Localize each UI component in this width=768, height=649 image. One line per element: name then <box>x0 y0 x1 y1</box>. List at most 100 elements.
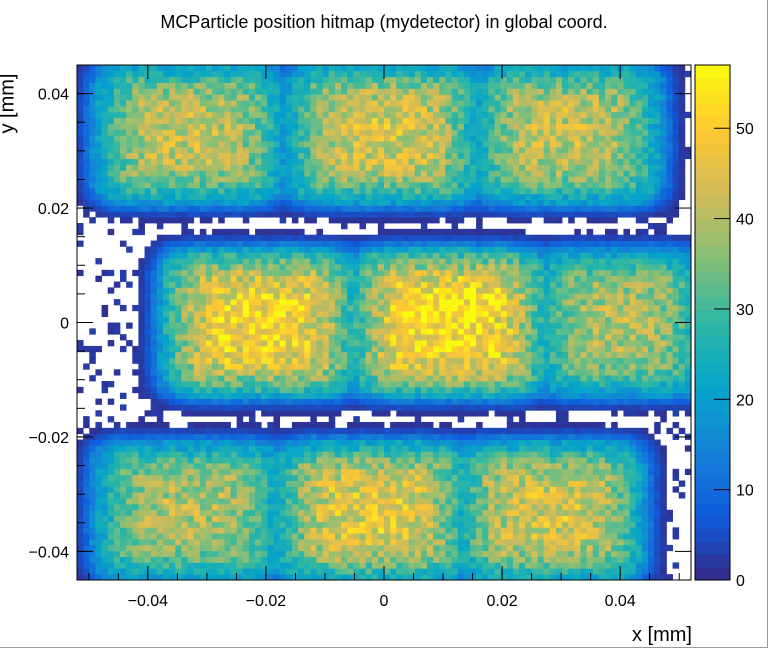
heatmap-cell <box>506 281 514 288</box>
heatmap-cell <box>408 269 416 277</box>
heatmap-cell <box>420 316 428 323</box>
heatmap-cell <box>445 269 452 277</box>
heatmap-cell <box>605 527 612 534</box>
heatmap-cell <box>549 503 557 511</box>
heatmap-cell <box>562 539 569 546</box>
heatmap-cell <box>439 293 446 300</box>
heatmap-cell <box>119 568 127 575</box>
heatmap-cell <box>439 363 446 370</box>
heatmap-cell <box>273 310 281 318</box>
heatmap-cell <box>255 386 262 394</box>
heatmap-cell <box>666 275 673 282</box>
heatmap-cell <box>371 527 379 534</box>
heatmap-cell <box>138 322 145 329</box>
heatmap-cell <box>150 287 158 294</box>
heatmap-cell <box>396 410 403 417</box>
heatmap-cell <box>500 316 508 323</box>
heatmap-cell <box>347 574 354 581</box>
heatmap-cell <box>519 275 526 282</box>
heatmap-cell <box>488 544 495 552</box>
heatmap-cell <box>469 451 477 458</box>
heatmap-cell <box>469 562 477 569</box>
heatmap-cell <box>648 345 655 353</box>
heatmap-cell <box>242 474 250 481</box>
heatmap-cell <box>426 340 434 347</box>
heatmap-cell <box>488 498 495 505</box>
heatmap-cell <box>341 474 348 481</box>
heatmap-cell <box>267 410 274 417</box>
heatmap-cell <box>598 263 606 271</box>
heatmap-cell <box>273 316 281 323</box>
heatmap-cell <box>138 421 145 429</box>
heatmap-cell <box>291 521 299 528</box>
heatmap-cell <box>605 515 612 522</box>
heatmap-cell <box>592 439 600 446</box>
heatmap-cell <box>328 568 336 575</box>
heatmap-cell <box>396 568 403 575</box>
heatmap-cell <box>181 386 188 394</box>
heatmap-cell <box>101 503 109 511</box>
heatmap-cell <box>377 304 385 312</box>
heatmap-cell <box>267 287 274 294</box>
heatmap-cell <box>169 357 176 364</box>
heatmap-cell <box>175 562 182 569</box>
heatmap-cell <box>310 322 317 329</box>
heatmap-cell <box>684 445 692 452</box>
heatmap-cell <box>506 404 514 411</box>
heatmap-cell <box>377 363 385 370</box>
heatmap-cell <box>224 275 231 282</box>
heatmap-cell <box>580 480 588 487</box>
heatmap-cell <box>543 521 551 528</box>
heatmap-cell <box>641 299 649 306</box>
heatmap-cell <box>562 462 569 470</box>
heatmap-cell <box>439 369 446 376</box>
heatmap-cell <box>611 474 618 481</box>
heatmap-cell <box>261 381 268 388</box>
heatmap-cell <box>469 357 477 364</box>
heatmap-cell <box>322 299 330 306</box>
heatmap-cell <box>494 363 502 370</box>
heatmap-cell <box>371 316 379 323</box>
heatmap-cell <box>555 404 563 411</box>
heatmap-cell <box>439 462 446 470</box>
heatmap-cell <box>439 322 446 329</box>
heatmap-cell <box>144 521 152 528</box>
heatmap-cell <box>605 439 612 446</box>
heatmap-cell <box>347 293 354 300</box>
heatmap-cell <box>101 386 109 394</box>
heatmap-cell <box>285 439 293 446</box>
heatmap-cell <box>562 562 569 569</box>
heatmap-cell <box>359 304 366 312</box>
heatmap-cell <box>132 427 139 435</box>
heatmap-cell <box>506 287 514 294</box>
heatmap-cell <box>678 263 686 271</box>
heatmap-cell <box>248 345 256 353</box>
heatmap-cell <box>641 263 649 271</box>
heatmap-cell <box>255 433 262 440</box>
heatmap-cell <box>279 386 287 394</box>
heatmap-cell <box>420 334 428 341</box>
heatmap-cell <box>224 351 231 359</box>
heatmap-cell <box>212 427 219 435</box>
heatmap-cell <box>101 550 109 557</box>
heatmap-cell <box>684 369 692 376</box>
heatmap-cell <box>678 334 686 341</box>
heatmap-cell <box>304 556 311 563</box>
heatmap-cell <box>568 310 575 318</box>
heatmap-cell <box>156 369 164 376</box>
heatmap-cell <box>414 381 422 388</box>
heatmap-cell <box>512 427 520 435</box>
heatmap-cell <box>641 550 649 557</box>
heatmap-cell <box>347 486 354 493</box>
heatmap-cell <box>193 281 201 288</box>
heatmap-cell <box>433 328 440 335</box>
heatmap-cell <box>433 345 440 353</box>
heatmap-cell <box>580 328 588 335</box>
heatmap-cell <box>476 556 483 563</box>
heatmap-cell <box>414 492 422 499</box>
heatmap-cell <box>162 562 170 569</box>
heatmap-cell <box>181 498 188 505</box>
heatmap-cell <box>169 351 176 359</box>
heatmap-cell <box>562 386 569 394</box>
heatmap-cell <box>199 381 207 388</box>
